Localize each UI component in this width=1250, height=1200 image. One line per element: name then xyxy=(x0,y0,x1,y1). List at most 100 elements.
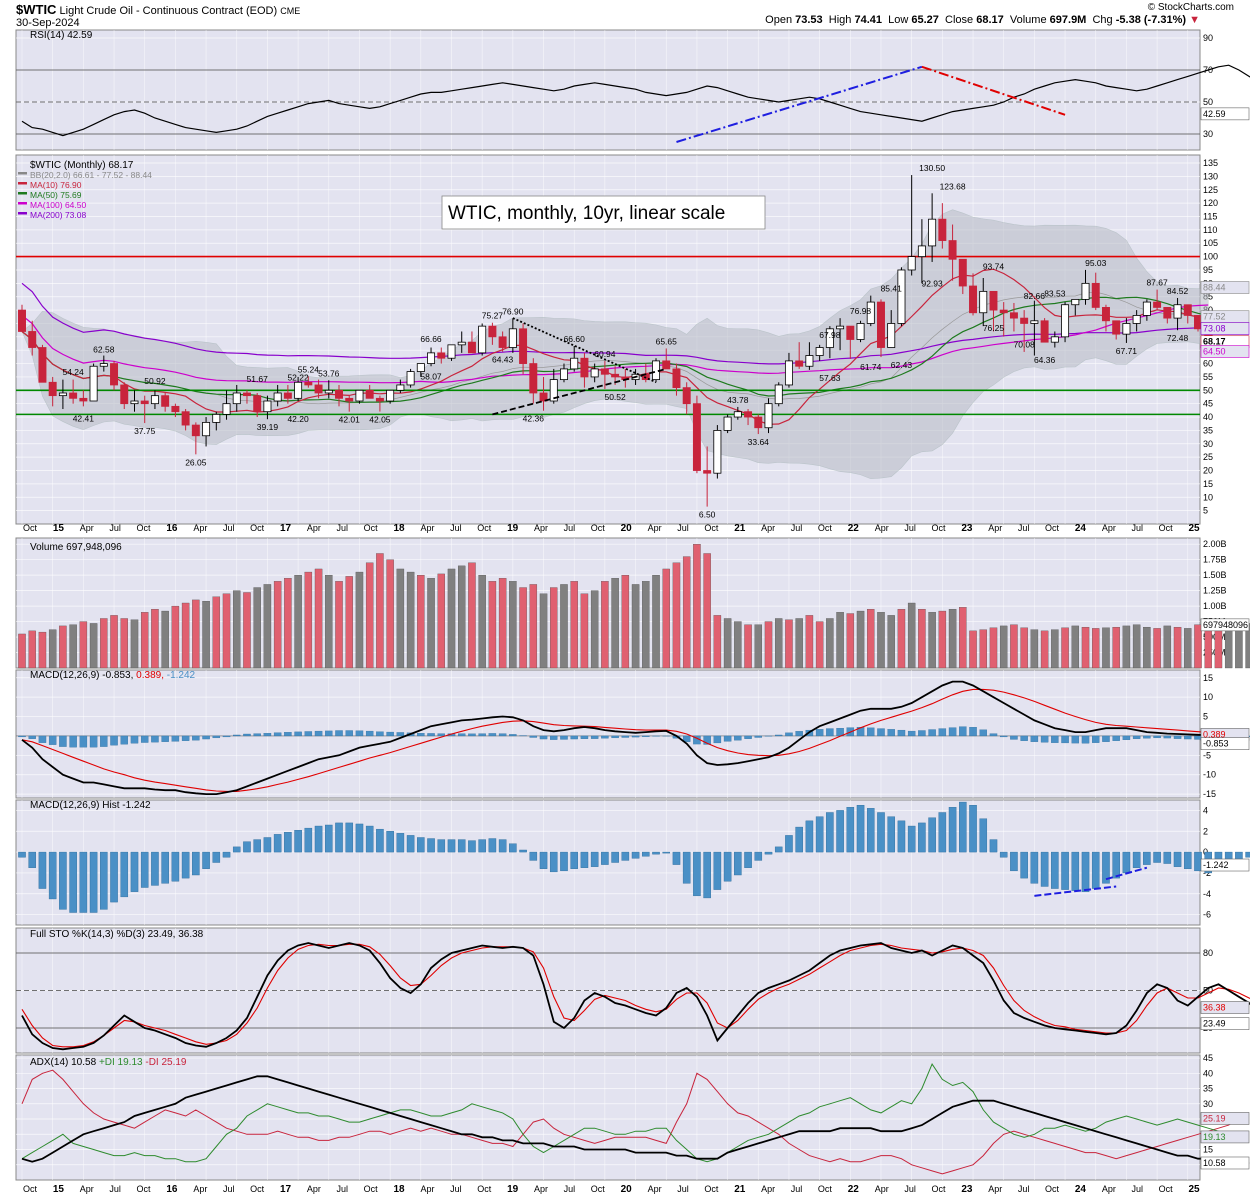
macd-panel-hist-bar xyxy=(151,735,159,743)
candle-body xyxy=(386,389,395,402)
macd-histogram-bar xyxy=(948,807,957,853)
macd-panel-hist-bar xyxy=(785,732,793,737)
candle-body xyxy=(795,360,804,367)
candle-body xyxy=(1040,320,1049,343)
macd-histogram-bar xyxy=(969,805,977,853)
x-axis-label: Jul xyxy=(1018,1184,1030,1194)
x-axis-label: Oct xyxy=(137,1184,152,1194)
price-annotation: 85.41 xyxy=(881,284,903,294)
macd-panel-hist-bar xyxy=(1153,735,1161,739)
macd-panel-hist-bar xyxy=(509,734,517,737)
candle-body xyxy=(437,352,446,359)
macd-histogram-bar xyxy=(580,851,589,868)
candle-body xyxy=(1091,282,1100,308)
macd-histogram-bar xyxy=(48,851,57,900)
macd-panel-hist-bar xyxy=(427,733,435,737)
macd-panel-hist-bar xyxy=(253,733,261,737)
candle-body xyxy=(488,325,497,338)
macd-panel-hist-bar xyxy=(1184,735,1192,740)
price-right-label: 68.17 xyxy=(1203,337,1226,347)
macd-panel-hist-bar xyxy=(959,726,967,737)
price-annotation: 42.41 xyxy=(73,414,95,424)
volume-bar xyxy=(1112,626,1120,669)
macd-signal-value: 0.389 xyxy=(1203,729,1226,739)
price-tick-label: 20 xyxy=(1203,466,1213,476)
macd-panel-hist-bar xyxy=(621,735,630,738)
macd-panel-hist-bar xyxy=(498,733,507,737)
x-axis-label: Jul xyxy=(1131,523,1143,533)
volume-bar xyxy=(560,584,568,669)
price-legend-item: BB(20,2.0) 66.61 - 77.52 - 88.44 xyxy=(30,170,152,180)
macd-histogram-bar xyxy=(28,851,37,868)
volume-bar xyxy=(1040,630,1049,669)
price-annotation: 67.98 xyxy=(819,330,841,340)
x-axis-label: 21 xyxy=(734,523,746,534)
macd-histogram-bar xyxy=(151,851,159,886)
volume-bar xyxy=(38,631,47,669)
candle-body xyxy=(969,285,978,314)
price-annotation: 75.27 xyxy=(482,311,504,321)
candle-body xyxy=(887,323,896,348)
price-annotation: 37.75 xyxy=(134,426,156,436)
candle-body xyxy=(815,347,824,356)
rsi-tick-label: 50 xyxy=(1203,97,1213,107)
macd-histogram-bar xyxy=(457,839,466,853)
macd-panel-hist-bar xyxy=(529,735,538,738)
x-axis-label: 20 xyxy=(621,523,633,534)
volume-bar xyxy=(856,610,865,669)
price-annotation: 64.43 xyxy=(492,355,514,365)
candle-body xyxy=(958,258,967,287)
candle-body xyxy=(1183,304,1192,316)
macd-panel-hist-bar xyxy=(601,735,609,739)
price-right-box xyxy=(1200,322,1250,335)
bollinger-mid xyxy=(21,291,1209,405)
price-annotation: 66.60 xyxy=(564,334,586,344)
macd-histogram-bar xyxy=(1132,851,1141,868)
macd-histogram-bar xyxy=(570,851,578,869)
price-annotation: 67.71 xyxy=(1116,346,1138,356)
macd-histogram-bar xyxy=(243,841,251,853)
price-right-label: 88.44 xyxy=(1203,283,1226,293)
macd-panel-hist-bar xyxy=(580,735,589,739)
x-axis-label: Apr xyxy=(193,523,207,533)
candle-body xyxy=(682,387,691,405)
macd-panel-hist-bar xyxy=(1030,735,1039,742)
x-axis-label: Apr xyxy=(648,1184,662,1194)
macd-panel-hist-bar xyxy=(79,735,88,748)
volume-bar xyxy=(642,581,650,669)
symbol: $WTIC xyxy=(16,2,57,17)
macd-panel-hist-bar xyxy=(437,733,445,737)
x-axis-label: Apr xyxy=(193,1184,207,1194)
sto-tick-label: 80 xyxy=(1203,948,1213,958)
macd-panel-hist-bar xyxy=(335,730,343,737)
volume-bar xyxy=(570,581,578,669)
macd-histogram-bar xyxy=(1153,851,1161,863)
macd-histogram-bar xyxy=(989,839,998,853)
x-axis-label: Apr xyxy=(420,1184,434,1194)
macd-panel-hist-bar xyxy=(284,732,292,737)
macd-histogram-bar xyxy=(110,851,118,903)
macd-histogram-bar xyxy=(1102,851,1110,884)
macd-histogram-bar xyxy=(437,839,446,853)
volume-tick-label: 1.25B xyxy=(1203,586,1227,596)
volume-bar xyxy=(1235,624,1243,669)
macd-histogram-bar xyxy=(100,851,108,910)
x-axis-label: 22 xyxy=(848,1184,860,1195)
price-tick-label: 55 xyxy=(1203,372,1213,382)
macd-histogram-bar xyxy=(365,825,374,853)
price-annotation: 70.08 xyxy=(1014,340,1036,350)
candle-body xyxy=(69,392,78,399)
legend-swatch xyxy=(18,202,27,205)
adx-tick-label: 15 xyxy=(1203,1145,1213,1155)
candle-body xyxy=(846,325,855,340)
chart-annotation: WTIC, monthly, 10yr, linear scale xyxy=(448,203,725,224)
volume-bar xyxy=(601,581,609,669)
candle-body xyxy=(662,360,671,370)
x-axis-label: Apr xyxy=(875,523,889,533)
volume-bar xyxy=(294,574,302,669)
candle-body xyxy=(539,392,548,402)
price-tick-label: 130 xyxy=(1203,171,1218,181)
volume-bar xyxy=(1010,624,1018,669)
macd-histogram-bar xyxy=(959,801,967,853)
candle-body xyxy=(294,381,303,399)
